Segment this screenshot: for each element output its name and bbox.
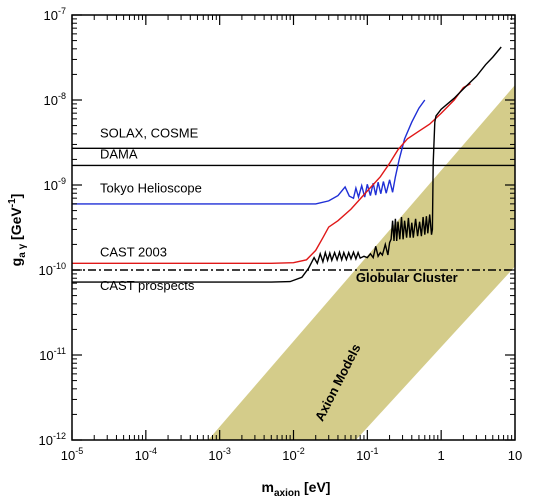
y-tick-label: 10-8 (44, 91, 66, 108)
x-tick-label: 10-2 (282, 446, 304, 463)
y-axis-title-group: ga γ [GeV-1] (7, 194, 28, 267)
region-label: Globular Cluster (356, 270, 458, 285)
series-label: SOLAX, COSME (100, 126, 199, 141)
axion-models-band (208, 85, 515, 440)
y-axis-title: ga γ [GeV-1] (7, 194, 28, 267)
x-tick-label: 10-4 (135, 446, 157, 463)
y-tick-label: 10-7 (44, 6, 66, 23)
series-label: DAMA (100, 147, 138, 162)
series-layer (72, 46, 515, 283)
y-tick-label: 10-10 (39, 261, 66, 278)
x-axis-title: maxion [eV] (262, 479, 331, 499)
y-tick-label: 10-12 (39, 431, 66, 448)
y-tick-label: 10-11 (39, 346, 66, 363)
series-label: CAST prospects (100, 278, 195, 293)
series-castprospects-line (72, 46, 502, 283)
x-tick-label: 10-3 (208, 446, 230, 463)
x-tick-label: 10-5 (61, 446, 83, 463)
series-tokyo-line (72, 99, 426, 205)
axion-models-band-layer (208, 85, 515, 440)
series-label: Tokyo Helioscope (100, 180, 202, 195)
y-tick-label: 10-9 (44, 176, 66, 193)
series-cast2003-line (72, 83, 471, 264)
x-tick-label: 10-1 (356, 446, 378, 463)
x-tick-label: 10 (508, 448, 522, 463)
x-tick-label: 1 (438, 448, 445, 463)
axis-ticks: 10-5 10-4 10-3 10-2 10-1 1 1010-1210-1110-1010… (39, 6, 523, 463)
series-label: CAST 2003 (100, 244, 167, 259)
